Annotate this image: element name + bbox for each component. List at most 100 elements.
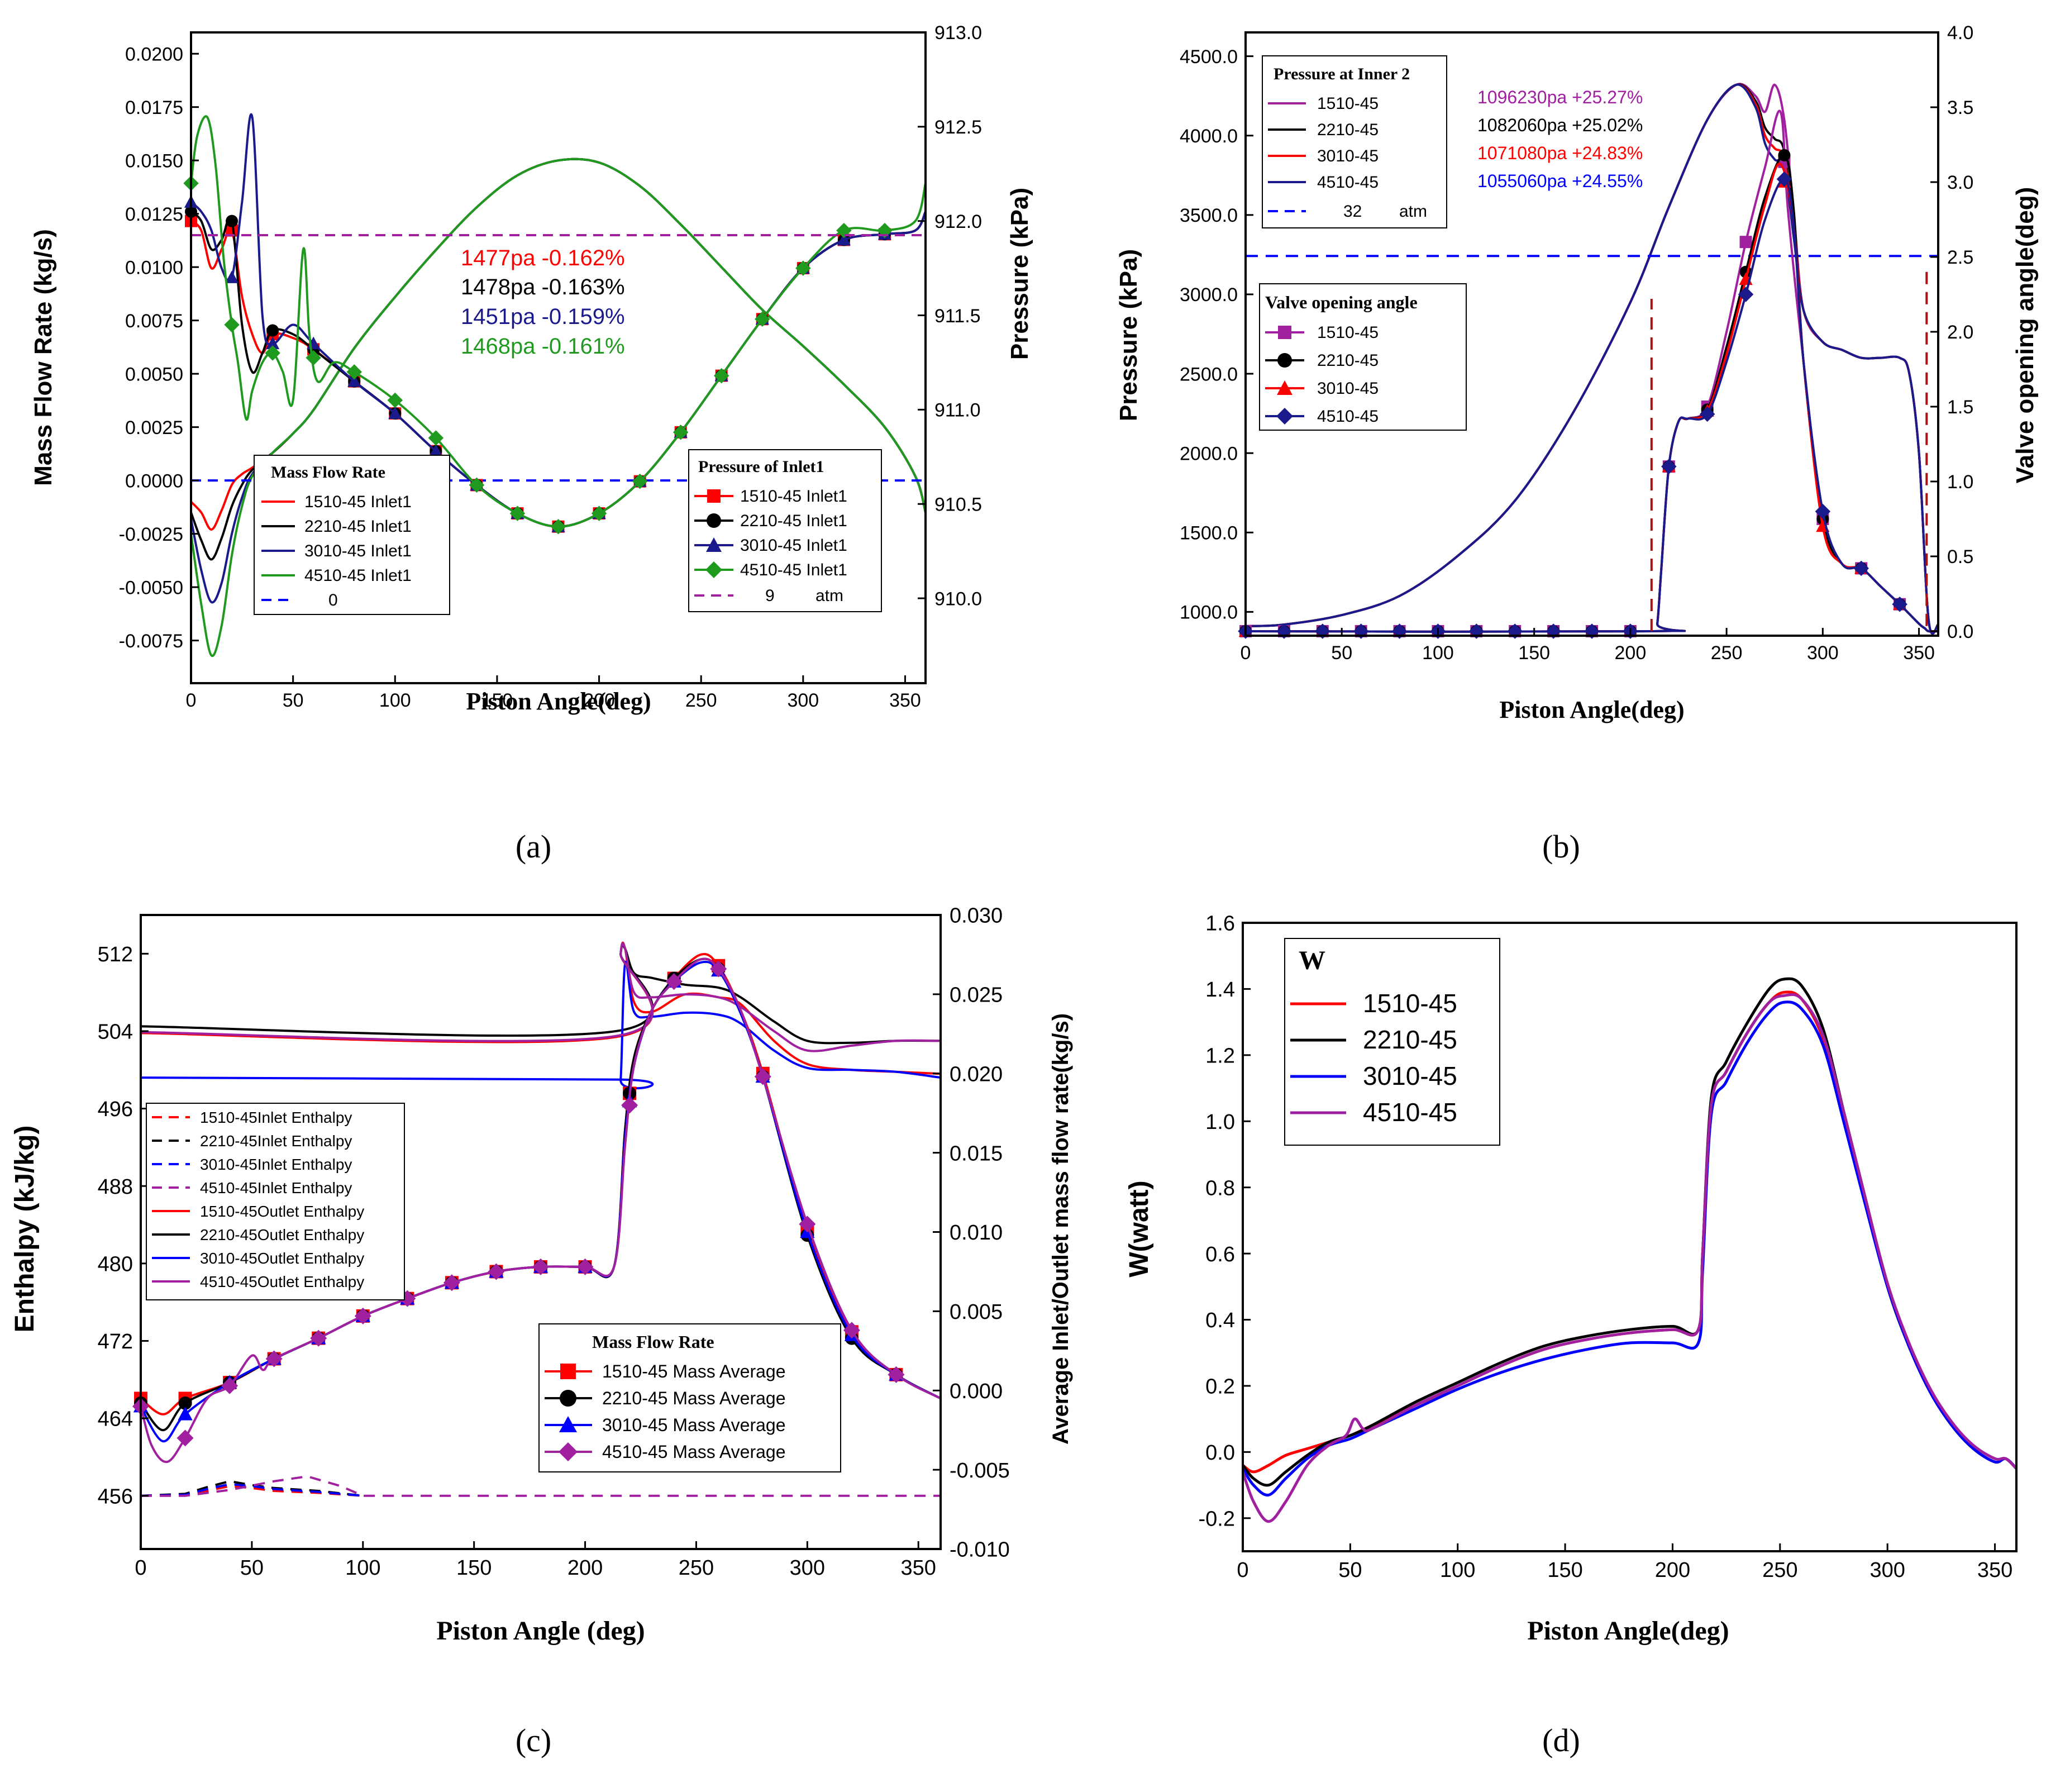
data-point-marker [443, 1274, 460, 1291]
x-tick-label: 300 [1869, 1559, 1905, 1582]
panel-d-plot-area [1241, 977, 2018, 1523]
series-line [1245, 83, 1939, 635]
data-point-marker [1853, 560, 1869, 576]
legend-label: 2210-45Outlet Enthalpy [200, 1226, 364, 1243]
data-point-marker [837, 232, 851, 246]
legend-label: 4510-45Inlet Enthalpy [200, 1179, 352, 1197]
legend-box [146, 1103, 405, 1300]
y-tick-label: 3.5 [1947, 97, 1973, 118]
legend-label: 3010-45 Mass Average [602, 1415, 786, 1435]
series-4510-45-inlet1 [190, 158, 927, 657]
y-tick-label: 1.6 [1205, 912, 1235, 936]
x-tick-label: 200 [583, 690, 615, 711]
panel-a-y-left-title: Mass Flow Rate (kg/s) [30, 229, 57, 486]
x-tick-label: 150 [1547, 1559, 1582, 1582]
series-4510-45outlet-enthalpy [140, 942, 941, 1052]
y-tick-label: -0.010 [950, 1538, 1010, 1562]
legend-box [1262, 55, 1447, 228]
y-tick-label: 1000.0 [1180, 602, 1238, 623]
series-line [190, 158, 927, 657]
legend-label: 3010-45 [1363, 1061, 1457, 1090]
data-point-marker [795, 260, 811, 276]
data-point-marker [265, 1350, 283, 1367]
data-point-marker [1778, 149, 1791, 161]
y-tick-label: 464 [98, 1408, 133, 1431]
legend-marker [1278, 326, 1291, 339]
data-point-marker [224, 317, 240, 333]
y-tick-label: 0.0 [1947, 621, 1973, 642]
y-tick-label: 3500.0 [1180, 205, 1238, 226]
y-tick-label: 0.0150 [125, 150, 183, 171]
legend-marker [707, 513, 721, 528]
x-tick-label: 50 [240, 1556, 264, 1580]
y-tick-label: 0.015 [950, 1142, 1003, 1165]
legend-label: 4510-45 Inlet1 [304, 566, 412, 585]
y-tick-label: 0.0100 [125, 257, 183, 278]
panel-c-y-left-title: Enthalpy (kJ/kg) [10, 1126, 40, 1333]
y-tick-label: -0.2 [1199, 1507, 1235, 1531]
panel-b-y-left-ticks: 4500.0 4000.0 3500.0 3000.0 2500.0 2000.0 1500… [1180, 46, 1253, 623]
legend-label: 4510-45Outlet Enthalpy [200, 1273, 364, 1290]
legend-label: 4510-45 [1363, 1098, 1457, 1127]
y-tick-label: 911.0 [934, 400, 981, 421]
panel-a-x-ticks: 0 50 100 150 200 250 300 350 [186, 675, 921, 711]
legend-label: 1510-45 Mass Average [602, 1361, 786, 1381]
y-tick-label: 0.0050 [125, 364, 183, 385]
y-tick-label: 910.5 [934, 494, 982, 515]
y-tick-label: 0.5 [1947, 546, 1973, 568]
legend-title: Pressure at Inner 2 [1274, 65, 1410, 83]
data-point-marker [550, 518, 566, 535]
y-tick-label: -0.005 [950, 1459, 1010, 1483]
y-tick-label: 496 [98, 1098, 133, 1121]
data-point-marker [1699, 406, 1715, 422]
series-line [1241, 993, 2018, 1523]
legend-label: 4510-45 Mass Average [602, 1442, 786, 1462]
panel-b-frame [1244, 31, 1939, 637]
legend-marker [706, 537, 722, 552]
y-tick-label: 1.5 [1947, 397, 1973, 418]
panel-d-y-ticks: 1.6 1.4 1.2 1.0 0.8 0.6 0.4 0.2 0.0 -0.2 [1199, 912, 1251, 1531]
legend-box [254, 455, 450, 615]
legend-label: 1510-45 Inlet1 [740, 487, 847, 506]
legend-label: 0 [328, 591, 338, 609]
data-point-marker [710, 960, 727, 978]
data-point-marker [843, 1322, 860, 1339]
legend-label: 1510-45Outlet Enthalpy [200, 1203, 364, 1220]
legend-label: 2210-45Inlet Enthalpy [200, 1132, 352, 1150]
x-tick-label: 300 [787, 690, 819, 711]
legend-marker [1277, 380, 1293, 395]
y-tick-label: 480 [98, 1252, 133, 1276]
x-tick-label: 350 [901, 1556, 936, 1580]
panel-b-annotation-4: 1055060pa +24.55% [1477, 171, 1643, 191]
data-point-marker [388, 406, 402, 420]
data-point-marker [178, 1396, 192, 1410]
legend-title: Pressure of Inlet1 [698, 457, 824, 476]
panel-b-legend-valve: Valve opening angle 1510-45 2210-45 3010… [1259, 283, 1467, 431]
y-tick-label: 0.0000 [125, 470, 183, 492]
series-line [140, 943, 941, 1045]
x-tick-label: 350 [1903, 642, 1935, 664]
y-tick-label: 1500.0 [1180, 523, 1238, 544]
data-point-marker [488, 1263, 505, 1280]
x-tick-label: 50 [283, 690, 304, 711]
panel-b-caption: (b) [1542, 828, 1580, 865]
legend-label: 1510-45 [1363, 989, 1457, 1018]
y-tick-label: 2000.0 [1180, 443, 1238, 464]
panel-b-x-axis-title: Piston Angle(deg) [1499, 696, 1684, 723]
series-line [140, 941, 941, 1075]
x-tick-label: 200 [1615, 642, 1647, 664]
y-tick-label: 4.0 [1947, 22, 1973, 44]
data-point-marker [1892, 596, 1907, 612]
legend-label: 3010-45 Inlet1 [740, 536, 847, 555]
panel-c-x-ticks: 0 50 100 150 200 250 300 350 [135, 1541, 936, 1580]
legend-label: 2210-45 [1317, 121, 1379, 139]
series-4510-45 [1241, 993, 2018, 1523]
series-2210-45outlet-enthalpy [140, 943, 941, 1045]
y-tick-label: 912.5 [934, 117, 982, 138]
y-tick-label: 0.8 [1205, 1176, 1235, 1200]
panel-b-y-left-title: Pressure (kPa) [1115, 249, 1142, 421]
y-tick-label: 912.0 [934, 211, 982, 232]
legend-unit: atm [1399, 202, 1427, 221]
legend-label: 3010-45 [1317, 147, 1379, 165]
legend-label: 2210-45 [1317, 351, 1379, 370]
